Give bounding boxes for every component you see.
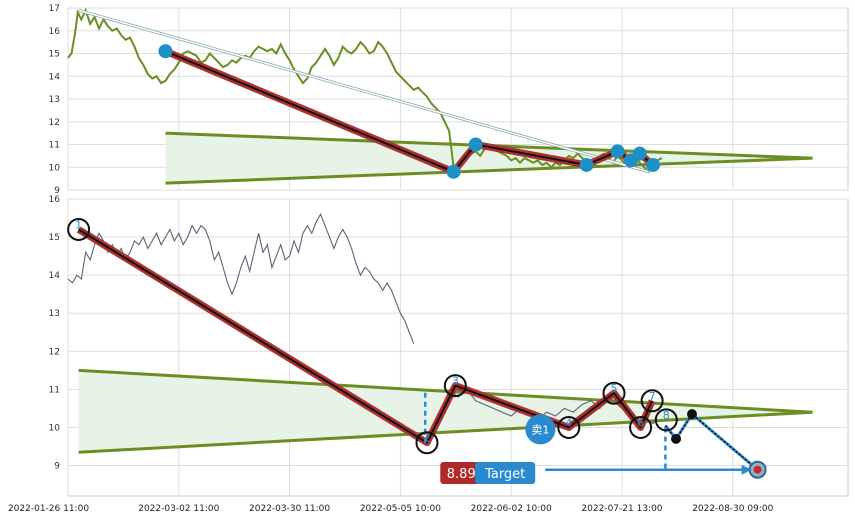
target-label: Target <box>484 467 525 482</box>
trend-point-marker <box>579 157 594 172</box>
wave-label-circle <box>557 415 581 439</box>
y-tick-label: 10 <box>49 423 61 433</box>
wave-label-number: 8 <box>663 409 670 422</box>
stop-badge <box>440 462 483 484</box>
wave-label-number: 4 <box>565 416 572 429</box>
trend-point-marker <box>158 44 173 59</box>
trend-arrow-inner <box>78 9 649 173</box>
y-tick-label: 12 <box>49 347 60 357</box>
wave-label-number: 6 <box>637 416 644 429</box>
y-tick-label: 15 <box>49 233 60 243</box>
x-tick-label: 2022-07-21 13:00 <box>581 504 662 514</box>
y-tick-label: 13 <box>49 95 60 105</box>
wave-label-number: 7 <box>649 390 656 403</box>
wave-label-number: 1 <box>75 218 82 231</box>
sell-marker <box>525 414 556 445</box>
y-tick-label: 11 <box>49 141 60 151</box>
sell-label: 卖1 <box>531 423 549 436</box>
wave-label-circle <box>443 374 467 398</box>
y-tick-label: 10 <box>49 163 61 173</box>
wedge-lower-line <box>165 156 813 185</box>
target-badge <box>475 462 536 484</box>
wave-label-circle <box>654 408 678 432</box>
wave-label-number: 5 <box>611 382 618 395</box>
wave-label-circle <box>640 389 664 413</box>
projection-line-core <box>664 413 759 471</box>
plot-frame <box>67 198 849 497</box>
stop-value: 8.89 <box>447 467 476 482</box>
x-tick-label: 2022-08-30 09:00 <box>692 504 773 514</box>
wave-label-circle <box>67 217 91 241</box>
trend-point-marker <box>632 146 647 161</box>
wave-label-number: 3 <box>452 375 459 388</box>
target-dot <box>753 465 762 474</box>
y-tick-label: 15 <box>49 50 60 60</box>
y-tick-label: 9 <box>54 462 60 472</box>
y-tick-label: 16 <box>49 195 61 205</box>
x-tick-label: 2022-01-26 11:00 <box>8 504 89 514</box>
y-tick-label: 14 <box>49 72 61 82</box>
projection-dot <box>687 409 697 420</box>
x-tick-label: 2022-03-30 11:00 <box>249 504 330 514</box>
top-panel: 9 10 11 12 13 14 15 16 17 <box>49 4 849 196</box>
x-tick-label: 2022-06-02 10:00 <box>471 504 552 514</box>
x-tick-label: 2022-05-05 10:00 <box>360 504 441 514</box>
y-tick-label: 17 <box>49 4 60 14</box>
y-tick-label: 12 <box>49 118 60 128</box>
trend-point-marker <box>610 144 625 159</box>
wave-label-circle <box>629 415 653 439</box>
y-tick-label: 13 <box>49 309 60 319</box>
trend-point-marker <box>446 164 461 179</box>
x-axis: 2022-01-26 11:00 2022-03-02 11:00 2022-03-… <box>8 504 774 514</box>
wave-label-circle <box>602 381 626 405</box>
trend-point-marker <box>468 137 483 152</box>
wave-label-number: 2 <box>423 432 430 445</box>
x-tick-label: 2022-03-02 11:00 <box>138 504 219 514</box>
y-tick-label: 11 <box>49 385 60 395</box>
y-tick-label: 9 <box>54 186 60 196</box>
y-tick-label: 16 <box>49 27 61 37</box>
wave-label-circle <box>415 431 439 455</box>
target-arrow-head <box>741 464 752 475</box>
wedge-fill <box>165 133 813 184</box>
projection-dot <box>671 433 682 444</box>
trend-point-marker <box>646 157 660 172</box>
wave-zigzag-core <box>78 228 654 444</box>
y-tick-label: 14 <box>49 271 61 281</box>
